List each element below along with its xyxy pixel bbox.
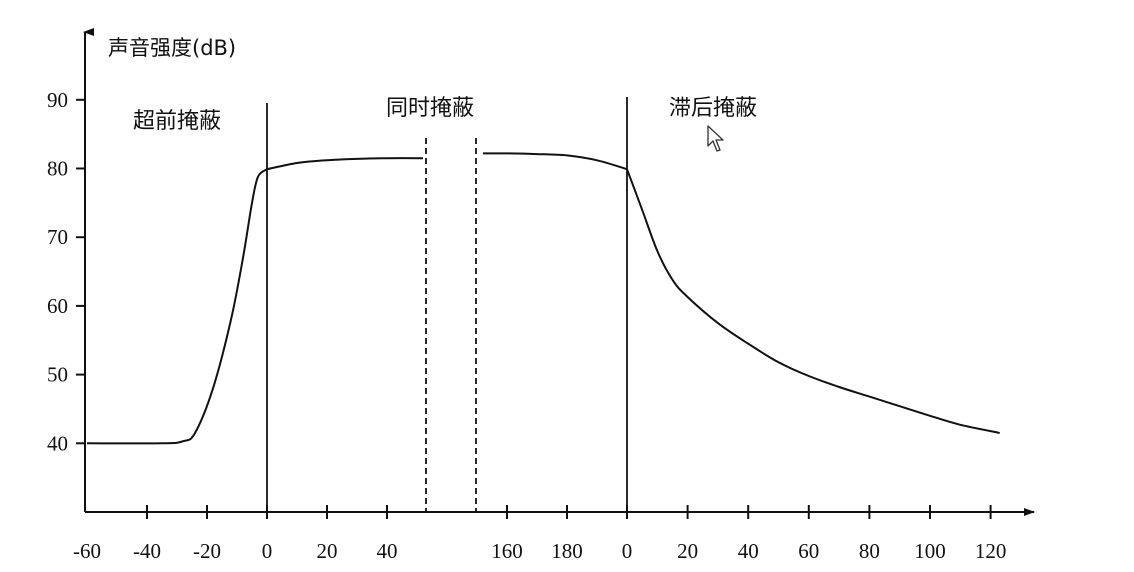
curves [86, 152, 1000, 445]
x-tick-label: -40 [133, 539, 161, 563]
curve-simultaneous-left [266, 157, 424, 171]
x-tick-label: 160 [491, 539, 523, 563]
x-tick-label: 120 [975, 539, 1007, 563]
y-ticks: 40 50 60 70 80 90 [47, 88, 85, 455]
x-tick-label: 20 [317, 539, 338, 563]
y-tick-label: 90 [47, 88, 68, 112]
x-tick-label: 180 [551, 539, 583, 563]
mouse-pointer-icon [707, 125, 724, 152]
y-axis-title: 声音强度(dB) [108, 36, 236, 60]
y-tick-label: 80 [47, 157, 68, 181]
x-tick-label: 20 [677, 539, 698, 563]
x-tick-label: 0 [622, 539, 633, 563]
x-tick-label: 0 [262, 539, 273, 563]
x-tick-label: 100 [914, 539, 946, 563]
region-label-forward: 超前掩蔽 [133, 109, 221, 134]
curve-simultaneous-right [482, 152, 628, 171]
region-label-backward: 滞后掩蔽 [669, 96, 757, 121]
region-label-simultaneous: 同时掩蔽 [386, 96, 474, 121]
x-tick-label: 40 [738, 539, 759, 563]
x-ticks: -60 -40 -20 0 20 40 160 180 0 20 40 60 80 100 120 [73, 505, 1006, 563]
x-tick-label: 60 [798, 539, 819, 563]
y-tick-label: 70 [47, 225, 68, 249]
x-tick-label: -20 [193, 539, 221, 563]
curve-backward-masking [626, 168, 1000, 434]
y-tick-label: 40 [47, 431, 68, 455]
x-tick-label: 40 [377, 539, 398, 563]
x-tick-label: -60 [73, 539, 101, 563]
y-tick-label: 50 [47, 363, 68, 387]
x-tick-label: 80 [859, 539, 880, 563]
curve-forward-masking [86, 168, 268, 445]
y-tick-label: 60 [47, 294, 68, 318]
